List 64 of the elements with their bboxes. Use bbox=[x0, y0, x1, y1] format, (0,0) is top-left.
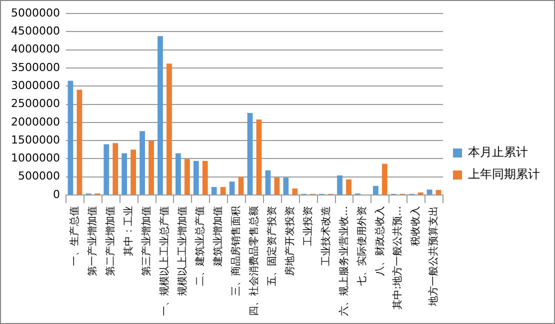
x-tick-label: 四、社会消费品零售总额 bbox=[248, 206, 260, 316]
x-tick-label: 第一产业增加值 bbox=[86, 206, 99, 276]
y-tick-label: 3500000 bbox=[10, 60, 60, 74]
y-tick-label: 1000000 bbox=[10, 152, 60, 165]
bar bbox=[265, 170, 271, 194]
x-tick-label: 一、生产总值 bbox=[68, 206, 81, 266]
bar bbox=[140, 131, 145, 194]
y-tick-label: 2500000 bbox=[10, 97, 60, 110]
x-tick-label: 其中:地方一般公共预… bbox=[392, 206, 404, 310]
x-tick-label: 建筑业增加值 bbox=[212, 206, 224, 267]
x-tick-label: 工业技术改造 bbox=[320, 206, 332, 266]
y-tick-label: 1500000 bbox=[10, 133, 60, 146]
x-tick-label: 八、财政总收入 bbox=[374, 206, 386, 276]
bar bbox=[346, 179, 352, 194]
x-tick-label: 地方一般公共预算支出 bbox=[428, 206, 440, 307]
y-tick-label: 4500000 bbox=[10, 24, 60, 38]
x-tick-label: 七、实际使用外资 bbox=[356, 206, 368, 286]
bar bbox=[122, 153, 128, 194]
bar bbox=[426, 190, 432, 194]
bar bbox=[283, 178, 289, 194]
bar bbox=[292, 188, 298, 194]
bar bbox=[112, 143, 118, 194]
x-tick-label: 规模以上工业增加值 bbox=[176, 206, 188, 296]
bar bbox=[220, 187, 226, 194]
y-tick-label: 4000000 bbox=[10, 42, 60, 56]
bar bbox=[68, 80, 74, 194]
bar bbox=[176, 153, 181, 194]
x-tick-label: 第三产业增加值 bbox=[140, 206, 152, 276]
y-tick-label: 500000 bbox=[18, 170, 60, 183]
bar bbox=[229, 182, 235, 194]
bar bbox=[130, 150, 136, 194]
x-tick-label: 第二产业增加值 bbox=[104, 206, 116, 276]
bar bbox=[436, 190, 442, 194]
bar bbox=[202, 160, 208, 194]
legend-label: 本月止累计 bbox=[468, 145, 528, 160]
bar bbox=[104, 144, 110, 194]
x-tick-label: 一、规模以上工业总产值 bbox=[158, 206, 170, 316]
x-tick-label: 房地产开发投资 bbox=[284, 206, 296, 276]
x-tick-label: 六、规上服务业营业收… bbox=[338, 206, 350, 316]
bar bbox=[247, 113, 253, 194]
bar bbox=[158, 36, 163, 194]
bar bbox=[238, 176, 244, 194]
bar bbox=[211, 187, 217, 194]
x-tick-label: 工业投资 bbox=[302, 206, 314, 246]
bar bbox=[184, 159, 190, 194]
x-tick-label: 税收收入 bbox=[410, 206, 422, 246]
y-tick-label: 3000000 bbox=[10, 79, 60, 92]
bar bbox=[166, 64, 172, 194]
bar bbox=[148, 140, 154, 194]
x-tick-label: 三、商品房销售面积 bbox=[230, 206, 242, 296]
x-tick-label: 二、建筑业总产值 bbox=[194, 206, 206, 286]
bar bbox=[193, 160, 199, 194]
bar bbox=[256, 120, 262, 194]
bar bbox=[76, 90, 82, 194]
x-tick-label: 五、固定资产投资 bbox=[266, 206, 278, 286]
y-tick-label: 2000000 bbox=[10, 115, 60, 128]
bar bbox=[274, 178, 280, 194]
legend-label: 上年同期累计 bbox=[468, 167, 540, 182]
bar bbox=[382, 164, 388, 194]
bar bbox=[372, 186, 378, 194]
bar bbox=[337, 175, 342, 194]
y-tick-label: 0 bbox=[52, 188, 60, 201]
x-tick-label: 其中：工业 bbox=[122, 206, 134, 256]
y-tick-label: 5000000 bbox=[10, 6, 60, 20]
